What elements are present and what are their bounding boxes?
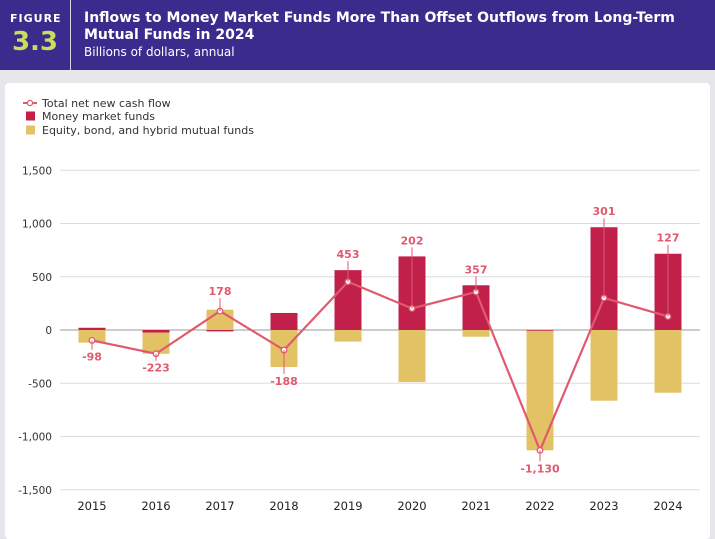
data-label: 202 bbox=[401, 234, 424, 247]
bars bbox=[78, 227, 682, 451]
data-label: 301 bbox=[593, 205, 616, 218]
y-tick-label: -500 bbox=[28, 378, 52, 390]
y-tick-label: 0 bbox=[45, 325, 52, 337]
y-tick-label: -1,500 bbox=[18, 485, 52, 497]
x-tick-label: 2023 bbox=[589, 499, 618, 513]
legend-swatch bbox=[26, 111, 35, 121]
data-label: -188 bbox=[270, 375, 298, 388]
chart-subtitle: Billions of dollars, annual bbox=[84, 45, 235, 59]
data-label: -1,130 bbox=[520, 462, 560, 475]
bar bbox=[334, 330, 362, 342]
header-divider bbox=[70, 0, 71, 70]
x-tick-label: 2015 bbox=[77, 499, 106, 513]
legend-label: Money market funds bbox=[42, 110, 155, 123]
y-tick-label: 1,000 bbox=[22, 219, 52, 231]
x-tick-label: 2019 bbox=[333, 499, 362, 513]
bar bbox=[654, 330, 682, 393]
data-label: 357 bbox=[465, 263, 488, 276]
x-tick-label: 2021 bbox=[461, 499, 490, 513]
data-labels: -98 -223 178 -188 453 202 357 -1,130 301 127 bbox=[82, 205, 679, 475]
y-tick-label: 500 bbox=[32, 272, 52, 284]
y-tick-label: -1,000 bbox=[18, 432, 52, 444]
chart-title-line1: Inflows to Money Market Funds More Than … bbox=[84, 10, 675, 26]
bar bbox=[462, 330, 490, 337]
bar bbox=[526, 330, 554, 331]
figure-header: FIGURE 3.3 Inflows to Money Market Funds… bbox=[0, 0, 715, 70]
x-tick-label: 2022 bbox=[525, 499, 554, 513]
chart-title-line2: Mutual Funds in 2024 bbox=[84, 27, 255, 43]
bar bbox=[590, 330, 618, 401]
data-label: 178 bbox=[209, 285, 232, 298]
data-label: -223 bbox=[142, 362, 170, 375]
legend-swatch bbox=[26, 125, 35, 135]
x-tick-label: 2024 bbox=[653, 499, 682, 513]
data-label: 127 bbox=[657, 232, 680, 245]
legend-label: Equity, bond, and hybrid mutual funds bbox=[42, 124, 254, 137]
data-label: 453 bbox=[337, 248, 360, 261]
total-line bbox=[88, 278, 672, 454]
y-tick-label: 1,500 bbox=[22, 165, 52, 177]
chart-title: Inflows to Money Market Funds More Than … bbox=[84, 10, 684, 44]
bar bbox=[142, 330, 170, 333]
bar bbox=[270, 312, 298, 330]
bar bbox=[398, 330, 426, 383]
legend-line-marker bbox=[26, 99, 34, 107]
data-label: -98 bbox=[82, 351, 102, 364]
legend-label: Total net new cash flow bbox=[41, 97, 171, 110]
figure-number: 3.3 bbox=[11, 27, 59, 57]
bar bbox=[78, 330, 106, 343]
x-tick-label: 2017 bbox=[205, 499, 234, 513]
x-tick-label: 2016 bbox=[141, 499, 170, 513]
bar bbox=[206, 330, 234, 332]
total-line-path bbox=[91, 280, 669, 454]
bar bbox=[526, 330, 554, 451]
figure-label: FIGURE bbox=[10, 12, 62, 25]
bar bbox=[78, 327, 106, 330]
x-tick-label: 2018 bbox=[269, 499, 298, 513]
x-axis: 2015 2016 2017 2018 2019 2020 2021 2022 2023 2024 bbox=[77, 499, 682, 513]
x-tick-label: 2020 bbox=[397, 499, 426, 513]
